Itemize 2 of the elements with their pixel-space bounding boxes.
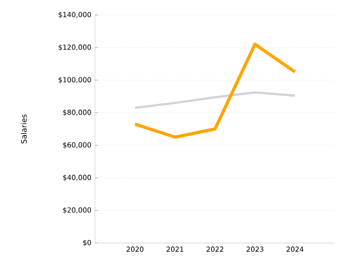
line-series — [133, 42, 297, 139]
line-series — [134, 91, 296, 109]
